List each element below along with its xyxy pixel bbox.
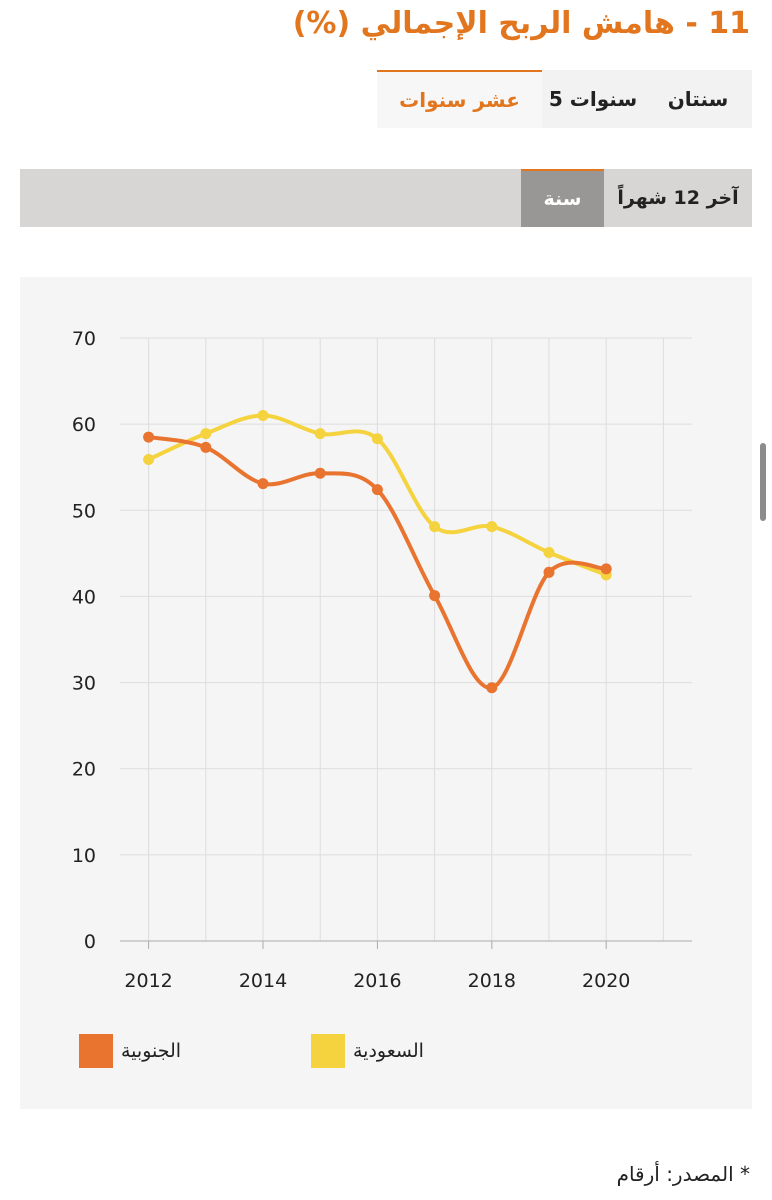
x-tick-label: 2012 <box>124 970 172 992</box>
legend-swatch-southern <box>79 1034 113 1068</box>
data-point-saudi <box>371 433 383 445</box>
x-tick-label: 2020 <box>582 970 630 992</box>
y-tick-label: 30 <box>72 673 96 695</box>
data-point-saudi <box>143 453 155 465</box>
scrollbar[interactable] <box>760 443 766 521</box>
chart-panel: 0 10 20 30 40 50 60 70 2012 2014 2016 2018 2020 الجن… <box>20 277 752 1109</box>
y-tick-label: 10 <box>72 845 96 867</box>
data-point-saudi <box>200 428 212 440</box>
data-point-saudi <box>486 521 498 533</box>
x-tick-label: 2018 <box>468 970 516 992</box>
legend-swatch-saudi <box>311 1034 345 1068</box>
tab-five-years[interactable]: 5 سنوات <box>548 87 638 111</box>
data-point-southern <box>143 431 155 443</box>
data-point-saudi <box>257 410 269 422</box>
data-point-saudi <box>543 546 555 558</box>
data-point-southern <box>371 484 383 496</box>
data-point-southern <box>314 467 326 479</box>
tab-last-12-months[interactable]: آخر 12 شهراً <box>617 187 739 209</box>
line-chart: 0 10 20 30 40 50 60 70 2012 2014 2016 2018 2020 <box>72 328 692 992</box>
legend-item-saudi[interactable]: السعودية <box>311 1034 424 1068</box>
data-point-southern <box>600 563 612 575</box>
series-line-southern <box>148 435 607 690</box>
frequency-tabs: آخر 12 شهراً سنة <box>20 169 752 227</box>
data-point-southern <box>486 682 498 694</box>
tab-ten-years[interactable]: عشر سنوات <box>377 70 542 128</box>
y-tick-label: 50 <box>72 500 96 522</box>
data-point-saudi <box>314 428 326 440</box>
x-tick-label: 2014 <box>239 970 287 992</box>
tab-two-years[interactable]: سنتان <box>667 87 729 111</box>
chart-title: 11 - هامش الربح الإجمالي (%) <box>292 6 750 41</box>
legend-label-southern: الجنوبية <box>121 1040 182 1062</box>
tab-annual[interactable]: سنة <box>521 169 604 227</box>
data-point-saudi <box>429 521 441 533</box>
y-tick-label: 0 <box>84 931 96 953</box>
period-tabs: سنتان 5 سنوات عشر سنوات <box>377 70 752 128</box>
y-tick-label: 60 <box>72 414 96 436</box>
y-tick-label: 70 <box>72 328 96 350</box>
legend-item-southern[interactable]: الجنوبية <box>79 1034 181 1068</box>
y-tick-label: 20 <box>72 759 96 781</box>
data-point-southern <box>200 441 212 453</box>
legend-label-saudi: السعودية <box>353 1040 424 1062</box>
data-point-southern <box>257 478 269 490</box>
y-tick-label: 40 <box>72 586 96 608</box>
x-tick-label: 2016 <box>353 970 401 992</box>
data-point-southern <box>429 590 441 602</box>
source-note: * المصدر: أرقام <box>616 1162 750 1186</box>
data-point-southern <box>543 566 555 578</box>
